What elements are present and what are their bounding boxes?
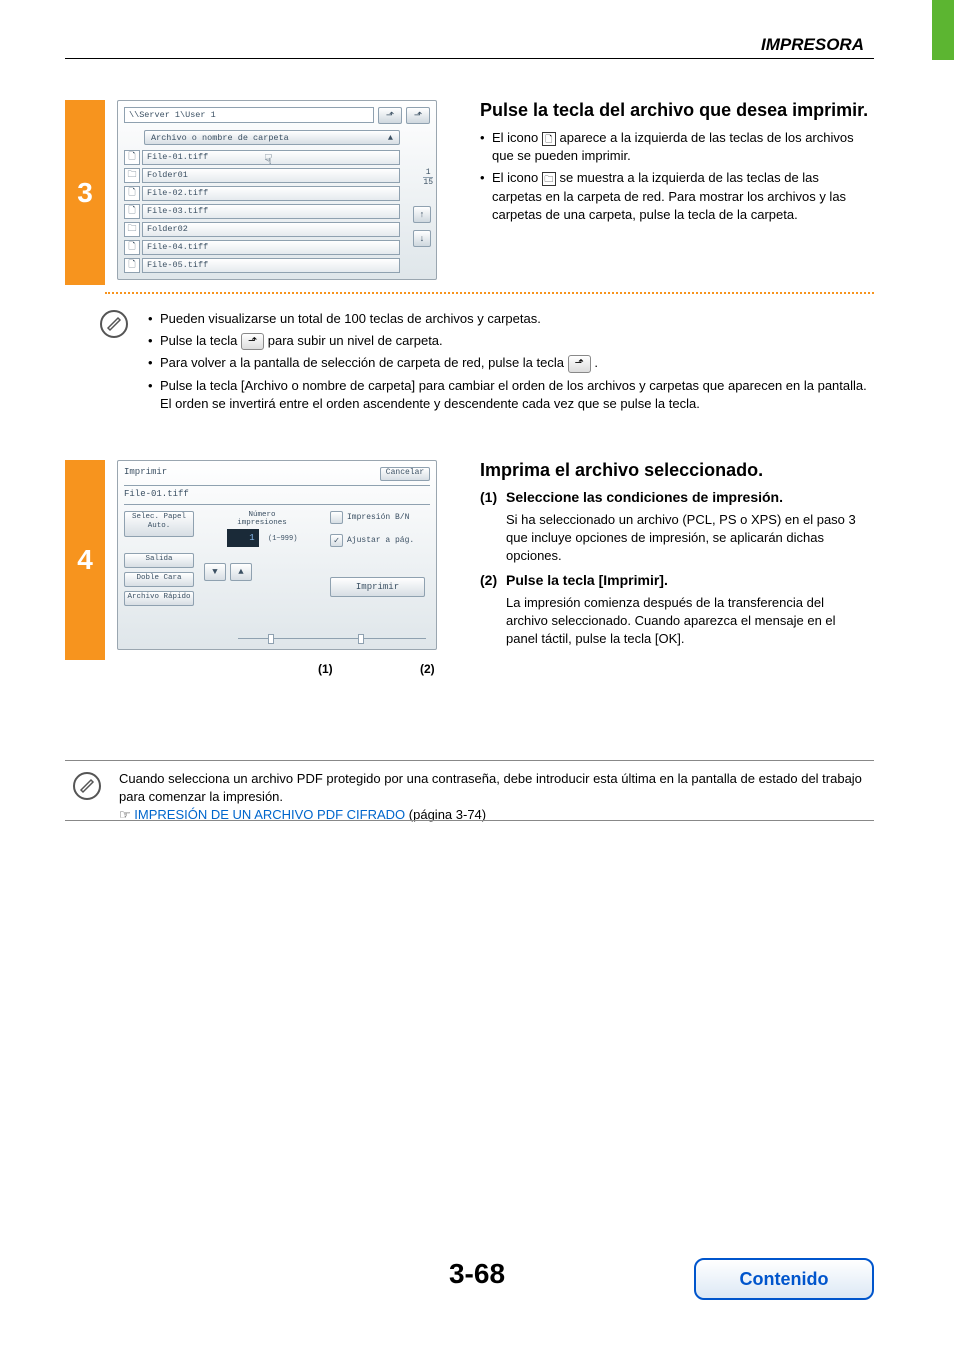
annotation-2: (2) [420, 662, 435, 676]
step4-description: Imprima el archivo seleccionado. (1)Sele… [480, 460, 869, 648]
file-name: File-05.tiff [142, 258, 400, 273]
file-row[interactable]: 🗋 File-03.tiff [124, 203, 430, 219]
slider-handle-1[interactable] [268, 634, 274, 644]
file-row[interactable]: 🗋 File-01.tiff [124, 149, 430, 165]
note-item: Para volver a la pantalla de selección d… [148, 354, 869, 372]
file-icon: 🗋 [124, 240, 140, 255]
file-list: 🗋 File-01.tiff 🗀 Folder01 🗋 File-02.tiff… [124, 149, 430, 273]
note-item: Pueden visualizarse un total de 100 tecl… [148, 310, 869, 328]
folder-icon: 🗀 [124, 222, 140, 237]
step3-description: Pulse la tecla del archivo que desea imp… [480, 100, 869, 228]
up-inline-button: ⬏ [241, 333, 264, 350]
note-item: Pulse la tecla ⬏ para subir un nivel de … [148, 332, 869, 350]
select-paper-button[interactable]: Selec. Papel Auto. [124, 511, 194, 537]
file-name: Folder01 [142, 168, 400, 183]
step3-number: 3 [65, 100, 105, 285]
file-name: File-02.tiff [142, 186, 400, 201]
dashed-divider [105, 292, 874, 294]
slider-handle-2[interactable] [358, 634, 364, 644]
file-row[interactable]: 🗀 Folder02 [124, 221, 430, 237]
step4-sub1: (1)Seleccione las condiciones de impresi… [480, 489, 869, 505]
sort-button[interactable]: Archivo o nombre de carpeta ▲ [144, 130, 400, 145]
file-name: Folder02 [142, 222, 400, 237]
quick-file-button[interactable]: Archivo Rápido [124, 591, 194, 606]
file-row[interactable]: 🗀 Folder01 [124, 167, 430, 183]
step4-sub1-text: Si ha seleccionado un archivo (PCL, PS o… [506, 511, 869, 566]
step3-bullet-2: El icono 🗀 se muestra a la izquierda de … [480, 169, 869, 224]
bottom-line-top [65, 760, 874, 761]
output-button[interactable]: Salida [124, 553, 194, 568]
file-row[interactable]: 🗋 File-02.tiff [124, 185, 430, 201]
step4-sub2: (2)Pulse la tecla [Imprimir]. [480, 572, 869, 588]
print-panel: Imprimir Cancelar File-01.tiff Selec. Pa… [117, 460, 437, 650]
up-folder-button-2[interactable]: ⬏ [406, 107, 430, 124]
file-row[interactable]: 🗋 File-05.tiff [124, 257, 430, 273]
print-panel-title: Imprimir [124, 467, 167, 481]
step3-heading: Pulse la tecla del archivo que desea imp… [480, 100, 869, 121]
file-browser-panel: \\Server 1\User 1 ⬏ ⬏ Archivo o nombre d… [117, 100, 437, 280]
sort-label: Archivo o nombre de carpeta [151, 133, 289, 143]
sort-arrow-icon: ▲ [388, 133, 393, 143]
up-inline-button: ⬏ [568, 355, 591, 372]
step4-block: 4 Imprimir Cancelar File-01.tiff Selec. … [65, 460, 437, 660]
file-icon: 🗋 [124, 186, 140, 201]
file-icon: 🗋 [124, 150, 140, 165]
step4-sub2-text: La impresión comienza después de la tran… [506, 594, 869, 649]
file-icon: 🗋 [124, 204, 140, 219]
bw-checkbox[interactable] [330, 511, 343, 524]
bottom-note-text: Cuando selecciona un archivo PDF protegi… [119, 771, 862, 804]
up-folder-button-1[interactable]: ⬏ [378, 107, 402, 124]
cursor-icon: ☟ [264, 152, 272, 169]
copies-value: 1 [227, 529, 259, 547]
file-name: File-04.tiff [142, 240, 400, 255]
step3-bullet-1: El icono 🗋 aparece a la izquierda de las… [480, 129, 869, 165]
bottom-note: Cuando selecciona un archivo PDF protegi… [65, 768, 874, 827]
copies-label: Número impresiones [204, 511, 320, 527]
cancel-button[interactable]: Cancelar [380, 467, 430, 481]
scroll-up-button[interactable]: ↑ [413, 206, 431, 223]
annotation-1: (1) [318, 662, 333, 676]
file-inline-icon: 🗋 [542, 132, 556, 146]
file-name: File-03.tiff [142, 204, 400, 219]
step3-block: 3 \\Server 1\User 1 ⬏ ⬏ Archivo o nombre… [65, 100, 437, 285]
page-counter: 1 15 [423, 168, 433, 187]
address-field: \\Server 1\User 1 [124, 107, 374, 123]
header-line [65, 58, 874, 59]
step3-notes: Pueden visualizarse un total de 100 tecl… [100, 310, 869, 417]
step4-heading: Imprima el archivo seleccionado. [480, 460, 869, 481]
folder-inline-icon: 🗀 [542, 172, 556, 186]
folder-icon: 🗀 [124, 168, 140, 183]
increase-button[interactable]: ▲ [230, 563, 252, 581]
bottom-line-bottom [65, 820, 874, 821]
note-icon [100, 310, 128, 338]
copies-range: (1~999) [268, 535, 297, 543]
note-item: Pulse la tecla [Archivo o nombre de carp… [148, 377, 869, 413]
header-title: IMPRESORA [761, 35, 864, 55]
contents-button[interactable]: Contenido [694, 1258, 874, 1300]
selected-file: File-01.tiff [124, 485, 430, 505]
address-bar: \\Server 1\User 1 ⬏ ⬏ [124, 107, 430, 124]
scroll-down-button[interactable]: ↓ [413, 230, 431, 247]
step4-number: 4 [65, 460, 105, 660]
bw-label: Impresión B/N [347, 513, 409, 522]
file-icon: 🗋 [124, 258, 140, 273]
note-icon [73, 772, 101, 800]
fit-label: Ajustar a pág. [347, 536, 414, 545]
duplex-button[interactable]: Doble Cara [124, 572, 194, 587]
file-row[interactable]: 🗋 File-04.tiff [124, 239, 430, 255]
side-tab [932, 0, 954, 60]
print-button[interactable]: Imprimir [330, 577, 425, 597]
fit-checkbox[interactable]: ✓ [330, 534, 343, 547]
slider [238, 638, 426, 639]
decrease-button[interactable]: ▼ [204, 563, 226, 581]
